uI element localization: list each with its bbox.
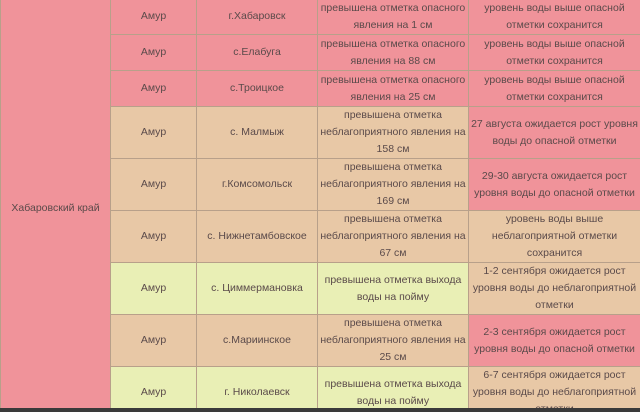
table-row: Амур с. Циммермановка превышена отметка вы…	[1, 262, 640, 315]
river-cell: Амур	[110, 314, 197, 367]
place-cell: с. Нижнетамбовское	[196, 210, 318, 263]
status-cell: превышена отметка выхода воды на пойму	[317, 366, 469, 408]
river-cell: Амур	[110, 0, 197, 35]
place-cell: г.Комсомольск	[196, 158, 318, 211]
place-cell: с.Мариинское	[196, 314, 318, 367]
status-cell: превышена отметка опасного явления на 1 …	[317, 0, 469, 35]
status-cell: превышена отметка неблагоприятного явлен…	[317, 314, 469, 367]
forecast-cell: уровень воды выше неблагоприятной отметк…	[468, 210, 640, 263]
forecast-cell: уровень воды выше опасной отметки сохран…	[468, 70, 640, 107]
river-cell: Амур	[110, 158, 197, 211]
status-cell: превышена отметка неблагоприятного явлен…	[317, 210, 469, 263]
status-cell: превышена отметка выхода воды на пойму	[317, 262, 469, 315]
place-cell: г. Николаевск	[196, 366, 318, 408]
place-cell: с.Троицкое	[196, 70, 318, 107]
table-row: Амур с.Мариинское превышена отметка неблаг…	[1, 314, 640, 367]
river-cell: Амур	[110, 262, 197, 315]
status-cell: превышена отметка неблагоприятного явлен…	[317, 106, 469, 159]
table-row: Амур г.Комсомольск превышена отметка небла…	[1, 158, 640, 211]
forecast-cell: 6-7 сентября ожидается рост уровня воды …	[468, 366, 640, 408]
table-row: Амур г. Николаевск превышена отметка выход…	[1, 366, 640, 408]
river-cell: Амур	[110, 366, 197, 408]
place-cell: с. Малмыж	[196, 106, 318, 159]
forecast-cell: 27 августа ожидается рост уровня воды до…	[468, 106, 640, 159]
river-cell: Амур	[110, 34, 197, 71]
river-cell: Амур	[110, 106, 197, 159]
table-row: Амур с.Троицкое превышена отметка опасного…	[1, 70, 640, 107]
table-row: Амур с. Нижнетамбовское превышена отметка …	[1, 210, 640, 263]
region-cell: Хабаровский край	[0, 0, 111, 408]
forecast-cell: 1-2 сентября ожидается рост уровня воды …	[468, 262, 640, 315]
forecast-cell: 29-30 августа ожидается рост уровня воды…	[468, 158, 640, 211]
status-cell: превышена отметка опасного явления на 25…	[317, 70, 469, 107]
river-cell: Амур	[110, 210, 197, 263]
status-cell: превышена отметка опасного явления на 88…	[317, 34, 469, 71]
place-cell: с.Елабуга	[196, 34, 318, 71]
forecast-cell: 2-3 сентября ожидается рост уровня воды …	[468, 314, 640, 367]
status-cell: превышена отметка неблагоприятного явлен…	[317, 158, 469, 211]
forecast-cell: уровень воды выше опасной отметки сохран…	[468, 34, 640, 71]
river-cell: Амур	[110, 70, 197, 107]
table-row: Амур с. Малмыж превышена отметка неблагопр…	[1, 106, 640, 159]
place-cell: с. Циммермановка	[196, 262, 318, 315]
forecast-cell: уровень воды выше опасной отметки сохран…	[468, 0, 640, 35]
table-row: Амур с.Елабуга превышена отметка опасного …	[1, 34, 640, 71]
place-cell: г.Хабаровск	[196, 0, 318, 35]
